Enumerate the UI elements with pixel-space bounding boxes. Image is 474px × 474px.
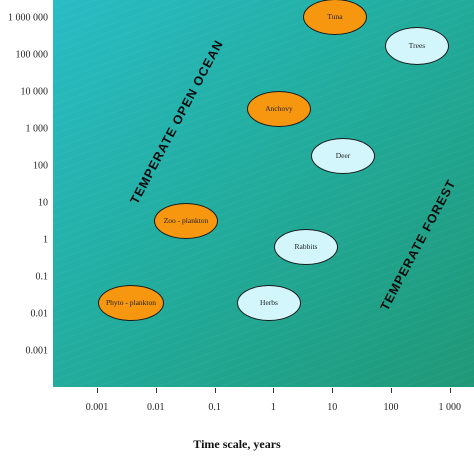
plot-area <box>53 0 474 387</box>
y-tick-label: 0.1 <box>35 271 49 283</box>
bubble-tuna: Tuna <box>303 0 367 35</box>
bubble-phyto-plankton: Phyto - plankton <box>98 285 164 321</box>
x-tick-label: 0.01 <box>147 402 165 413</box>
y-tick-label: 10 <box>38 197 48 209</box>
x-tick-label: 0.001 <box>85 402 109 413</box>
x-axis-label: Time scale, years <box>193 437 281 451</box>
x-tick-label: 100 <box>383 402 399 413</box>
y-tick-label: 0.001 <box>25 345 49 357</box>
x-tick-mark <box>97 388 98 393</box>
y-tick-label: 1 000 <box>25 123 49 135</box>
x-tick-label: 1 000 <box>438 402 462 413</box>
bubble-trees: Trees <box>385 27 449 65</box>
bubble-zoo-plankton: Zoo - plankton <box>154 203 218 239</box>
x-tick-label: 0.1 <box>208 402 221 413</box>
bubble-deer: Deer <box>311 138 375 174</box>
y-tick-label: 100 <box>33 160 48 172</box>
x-tick-mark <box>391 388 392 393</box>
x-tick-label: 10 <box>327 402 338 413</box>
x-tick-mark <box>332 388 334 393</box>
x-tick-mark <box>155 388 157 393</box>
y-tick-label: 1 000 000 <box>8 12 48 24</box>
bubble-herbs: Herbs <box>237 285 301 321</box>
x-tick-mark <box>273 388 275 393</box>
x-tick-label: 1 <box>270 402 276 413</box>
y-tick-label: 1 <box>43 234 48 246</box>
y-tick-label: 10 000 <box>20 86 49 98</box>
y-tick-label: 100 000 <box>15 49 49 61</box>
bubble-anchovy: Anchovy <box>247 91 311 127</box>
x-tick-mark <box>449 388 451 393</box>
bubble-rabbits: Rabbits <box>274 229 338 265</box>
y-tick-label: 0.01 <box>30 308 49 320</box>
x-tick-mark <box>214 388 216 393</box>
